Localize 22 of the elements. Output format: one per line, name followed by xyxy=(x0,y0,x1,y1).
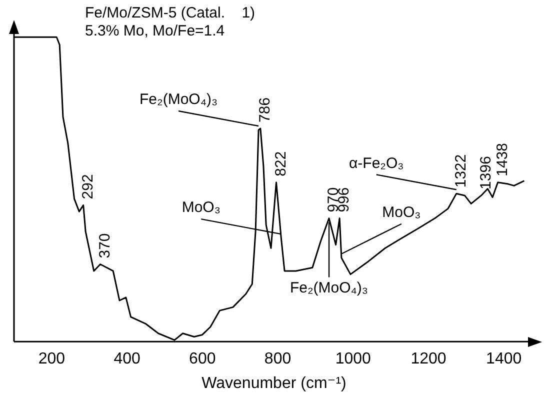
annotation: Fe₂(MoO₄)₃ xyxy=(140,91,218,108)
annotation: 292 xyxy=(79,174,96,200)
annotation: 1438 xyxy=(494,142,511,176)
x-tick-label: 1200 xyxy=(410,350,446,368)
x-tick-label: 600 xyxy=(189,350,216,368)
chart-subtitle: 5.3% Mo, Mo/Fe=1.4 xyxy=(85,22,225,40)
x-tick-label: 800 xyxy=(264,350,292,368)
annotation: 822 xyxy=(272,151,290,176)
annotation: MoO₃ xyxy=(182,199,220,216)
annotation: Fe₂(MoO₄)₃ xyxy=(290,279,368,296)
x-tick-label: 200 xyxy=(38,350,66,368)
annotation: 786 xyxy=(256,97,274,122)
annotation: 1396 xyxy=(477,156,494,190)
annotation: 370 xyxy=(96,233,114,258)
x-tick-label: 1000 xyxy=(335,350,372,368)
annotation: α-Fe₂O₃ xyxy=(348,154,404,172)
x-tick-label: 1400 xyxy=(486,350,522,368)
annotation: MoO₃ xyxy=(382,204,421,222)
chart-title: Fe/Mo/ZSM-5 (Catal. 1) xyxy=(85,4,256,22)
x-tick-label: 400 xyxy=(114,350,140,368)
x-axis-title: Wavenumber (cm⁻¹) xyxy=(202,374,346,392)
annotation: 1322 xyxy=(452,154,470,188)
